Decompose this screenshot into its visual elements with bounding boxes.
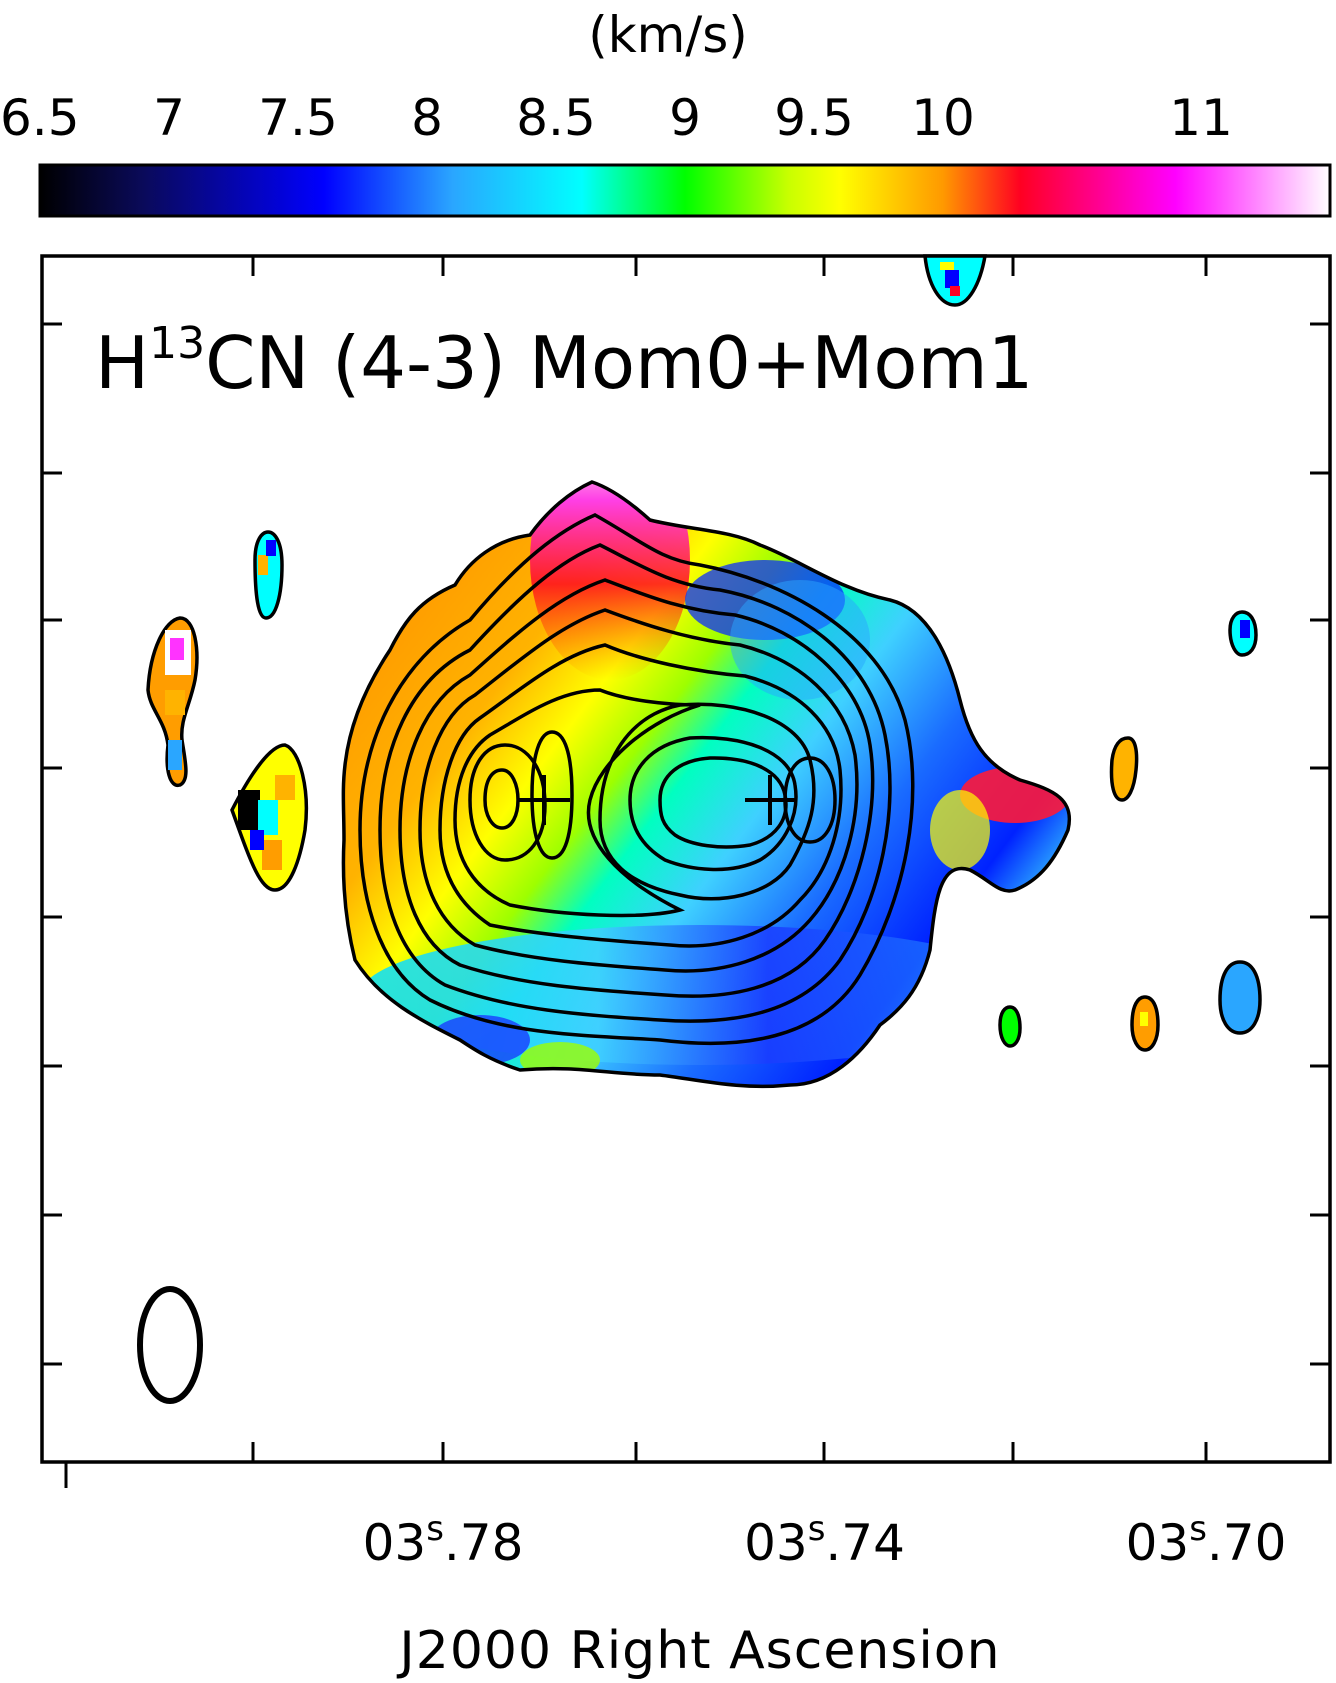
source-marker-east — [745, 775, 795, 825]
source-markers — [518, 775, 795, 825]
plot-area: H13CN (4-3) Mom0+Mom1 — [40, 254, 1332, 1488]
colorbar-tick-labels: 6.5 7 7.5 8 8.5 9 9.5 10 11 — [0, 89, 1233, 147]
beam-ellipse — [137, 1286, 203, 1404]
blob-right-3 — [1218, 960, 1262, 1035]
colorbar-tick-label: 7.5 — [258, 89, 338, 147]
x-axis-ticks — [64, 256, 1208, 1488]
colorbar-tick-label: 7 — [153, 89, 185, 147]
small-blobs — [146, 254, 1262, 1052]
colorbar-tick-label: 11 — [1169, 89, 1233, 147]
x-axis-label: J2000 Right Ascension — [396, 1621, 1000, 1681]
blob-right-5 — [998, 1005, 1022, 1048]
y-axis-ticks — [42, 322, 1330, 1366]
colorbar-tick-label: 8.5 — [516, 89, 596, 147]
x-axis-tick-label: 03s.74 — [744, 1509, 905, 1572]
source-marker-west — [518, 775, 570, 825]
colorbar-tick-label: 6.5 — [0, 89, 80, 147]
colorbar-tick-label: 8 — [411, 89, 443, 147]
colorbar-unit-label: (km/s) — [588, 6, 748, 64]
colorbar-tick-label: 10 — [911, 89, 975, 147]
x-axis-tick-label: 03s.78 — [363, 1509, 524, 1572]
x-axis-tick-labels: 03s.78 03s.74 03s.70 — [363, 1509, 1287, 1572]
colorbar — [38, 163, 1332, 218]
blob-right-1 — [1109, 736, 1139, 802]
x-axis-tick-label: 03s.70 — [1126, 1509, 1287, 1572]
colorbar-tick-label: 9.5 — [774, 89, 854, 147]
colorbar-tick-label: 9 — [669, 89, 701, 147]
plot-title: H13CN (4-3) Mom0+Mom1 — [95, 318, 1033, 405]
